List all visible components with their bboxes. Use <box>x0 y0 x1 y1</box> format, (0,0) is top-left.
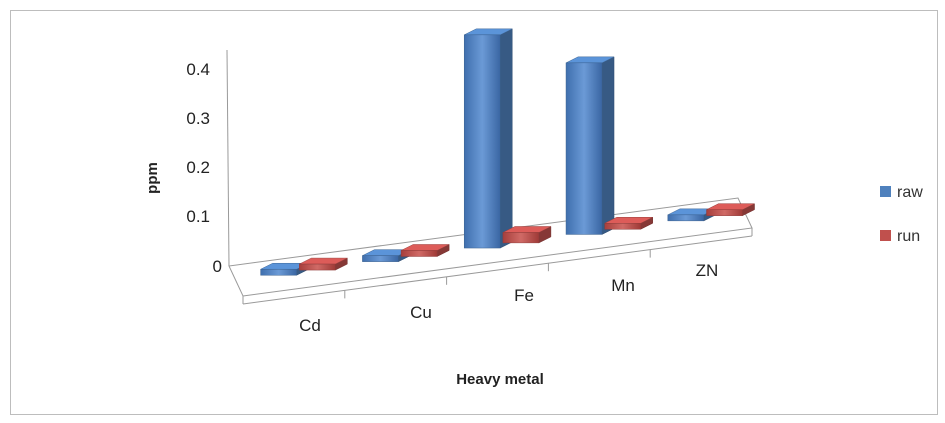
legend: raw run <box>880 184 923 245</box>
x-tick-label: Cu <box>410 303 432 322</box>
legend-label-raw: raw <box>897 184 923 201</box>
y-axis-line <box>226 49 230 267</box>
x-tick-label: Cd <box>299 316 321 335</box>
bars <box>260 28 755 276</box>
x-axis-title: Heavy metal <box>456 371 544 388</box>
x-tick-label: Mn <box>611 276 635 295</box>
x-tick-label: ZN <box>696 261 719 280</box>
bar-run <box>299 257 348 271</box>
x-tick-label: Fe <box>514 286 534 305</box>
y-tick-label: 0.2 <box>186 158 210 177</box>
y-tick-label: 0 <box>213 257 222 276</box>
legend-swatch-raw <box>880 186 891 197</box>
y-tick-label: 0.4 <box>186 60 210 79</box>
legend-swatch-run <box>880 230 891 241</box>
y-axis: 0 0.1 0.2 0.3 0.4 <box>186 49 230 276</box>
y-tick-label: 0.3 <box>186 109 210 128</box>
y-axis-title: ppm <box>144 162 161 194</box>
bar-run <box>502 226 552 244</box>
legend-label-run: run <box>897 228 920 245</box>
bar-run <box>706 203 755 217</box>
y-tick-label: 0.1 <box>186 207 210 226</box>
bar-run <box>604 216 653 230</box>
x-axis: Cd Cu Fe Mn ZN <box>299 249 719 335</box>
bar-raw <box>565 56 615 235</box>
bar-run <box>400 244 450 257</box>
bar-raw <box>463 28 513 249</box>
floor-front-line <box>242 235 753 305</box>
